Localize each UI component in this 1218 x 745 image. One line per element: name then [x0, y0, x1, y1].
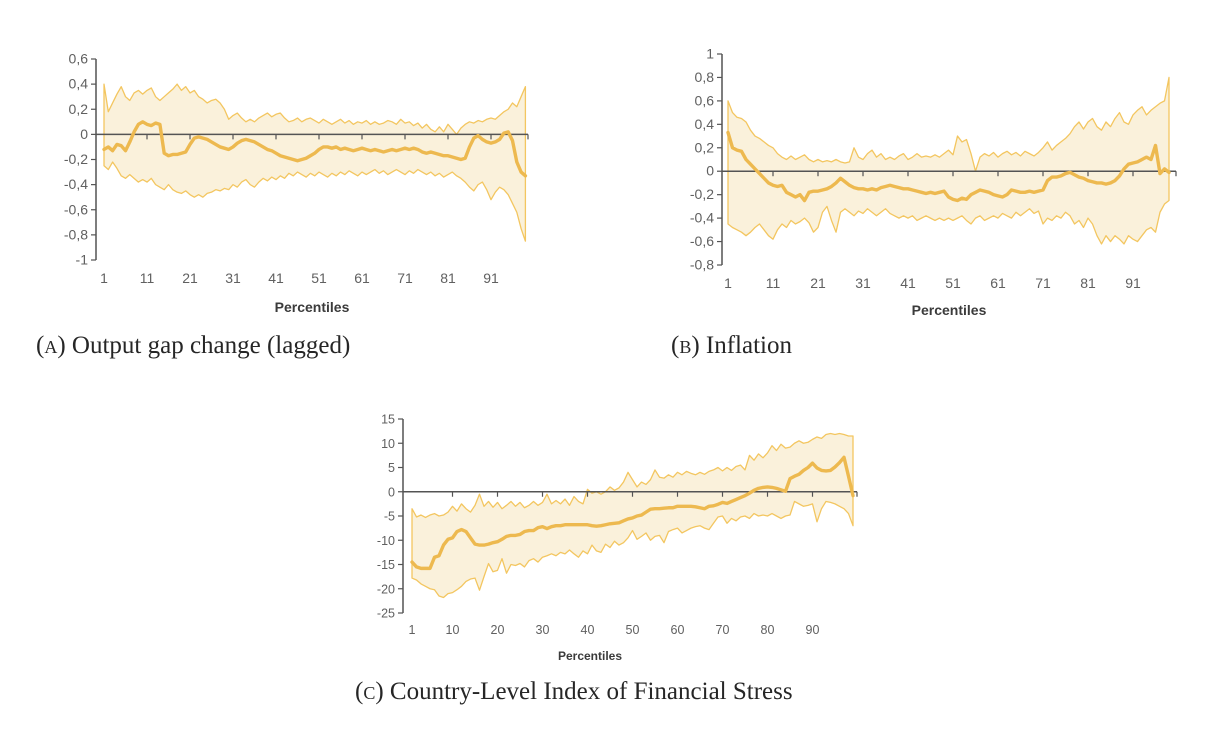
- y-tick-label: 10: [381, 437, 395, 451]
- x-tick-label: 41: [268, 270, 284, 286]
- x-tick-label: 71: [397, 270, 413, 286]
- y-tick-label: -25: [377, 607, 395, 621]
- x-axis-title: Percentiles: [912, 302, 987, 318]
- chart-output-gap-caption: (A) Output gap change (lagged): [36, 332, 350, 360]
- y-tick-label: 0,2: [69, 101, 89, 117]
- mean-line: [410, 455, 855, 571]
- y-tick-label: -0,2: [690, 186, 714, 202]
- y-tick-label: 0,2: [695, 139, 715, 155]
- confidence-band: [103, 83, 527, 242]
- y-tick-label: -0,6: [690, 233, 714, 249]
- caption-title: Output gap change (lagged): [71, 332, 351, 359]
- x-tick-label: 60: [671, 623, 685, 637]
- y-tick-label: -1: [76, 252, 89, 268]
- chart-financial-stress-caption: (C) Country-Level Index of Financial Str…: [355, 678, 793, 706]
- x-tick-label: 30: [536, 623, 550, 637]
- x-tick-label: 31: [225, 270, 241, 286]
- chart-inflation-plot: 10,80,60,40,20-0,2-0,4-0,6-0,81 11 21 31 41 5…: [690, 46, 1177, 318]
- y-tick-label: 0,6: [695, 92, 715, 108]
- x-tick-label: 11: [766, 275, 781, 291]
- chart-inflation-caption: (B) Inflation: [671, 332, 792, 360]
- x-tick-label: 21: [182, 270, 198, 286]
- x-tick-label: 20: [491, 623, 505, 637]
- y-tick-label: 0,4: [695, 116, 715, 132]
- caption-label: (B): [671, 332, 700, 359]
- y-tick-label: 5: [388, 461, 395, 475]
- x-tick-label: 61: [990, 275, 1006, 291]
- y-tick-label: 0,8: [695, 69, 715, 85]
- confidence-band: [727, 76, 1170, 245]
- x-tick-label: 41: [900, 275, 916, 291]
- x-axis-title: Percentiles: [558, 649, 622, 663]
- y-tick-label: 0: [80, 126, 88, 142]
- x-tick-label: 40: [581, 623, 595, 637]
- x-tick-label: 11: [140, 270, 155, 286]
- y-tick-label: 0,4: [69, 76, 89, 92]
- y-tick-label: -0,8: [64, 226, 88, 242]
- y-tick-label: 15: [381, 413, 395, 427]
- y-tick-label: -10: [377, 534, 395, 548]
- x-tick-label: 1: [100, 270, 108, 286]
- x-tick-label: 90: [806, 623, 820, 637]
- y-tick-label: 0: [706, 163, 714, 179]
- chart-output-gap-plot: 0,60,40,20-0,2-0,4-0,6-0,8-11 11 21 31 41 51 6…: [64, 51, 529, 315]
- x-tick-label: 1: [724, 275, 732, 291]
- caption-label: (A): [36, 332, 66, 359]
- confidence-band: [411, 432, 854, 599]
- x-tick-label: 81: [1080, 275, 1096, 291]
- x-tick-label: 91: [483, 270, 499, 286]
- y-tick-label: -20: [377, 582, 395, 596]
- x-tick-label: 70: [716, 623, 730, 637]
- y-tick-label: -0,6: [64, 201, 88, 217]
- y-tick-label: 0,6: [69, 51, 89, 67]
- x-tick-label: 61: [354, 270, 370, 286]
- y-tick-label: -0,8: [690, 257, 714, 273]
- y-tick-label: -5: [384, 510, 395, 524]
- x-tick-label: 91: [1125, 275, 1141, 291]
- x-tick-label: 31: [855, 275, 871, 291]
- y-tick-label: -0,2: [64, 151, 88, 167]
- x-tick-label: 51: [945, 275, 961, 291]
- x-axis-title: Percentiles: [275, 299, 350, 315]
- y-tick-label: -0,4: [64, 176, 88, 192]
- x-tick-label: 71: [1035, 275, 1051, 291]
- x-tick-label: 50: [626, 623, 640, 637]
- caption-label: (C): [355, 678, 384, 705]
- y-tick-label: 1: [706, 46, 714, 62]
- mean-line: [726, 130, 1171, 203]
- x-tick-label: 1: [409, 623, 416, 637]
- y-tick-label: -15: [377, 558, 395, 572]
- caption-title: Country-Level Index of Financial Stress: [389, 678, 793, 705]
- x-tick-label: 21: [810, 275, 826, 291]
- mean-line: [102, 120, 528, 178]
- x-tick-label: 51: [311, 270, 327, 286]
- x-tick-label: 81: [440, 270, 456, 286]
- x-tick-label: 80: [761, 623, 775, 637]
- y-tick-label: -0,4: [690, 210, 714, 226]
- x-tick-label: 10: [446, 623, 460, 637]
- y-tick-label: 0: [388, 485, 395, 499]
- caption-title: Inflation: [705, 332, 792, 359]
